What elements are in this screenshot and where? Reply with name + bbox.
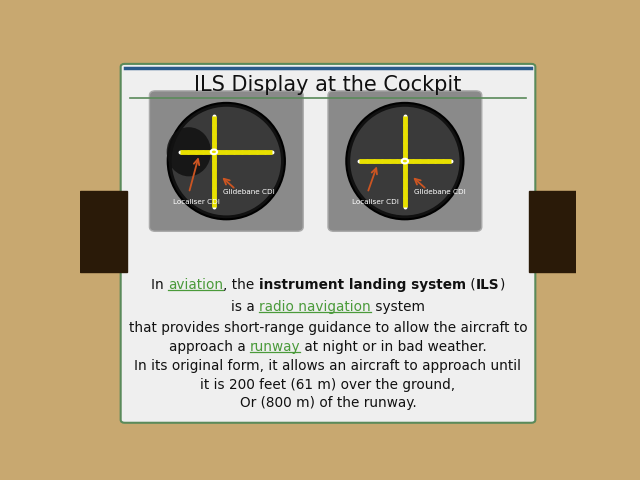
- Text: Or (800 m) of the runway.: Or (800 m) of the runway.: [239, 396, 417, 410]
- Text: In its original form, it allows an aircraft to approach until: In its original form, it allows an aircr…: [134, 359, 522, 373]
- Text: runway: runway: [250, 340, 301, 354]
- FancyBboxPatch shape: [150, 91, 303, 231]
- Ellipse shape: [172, 107, 281, 216]
- Text: In: In: [151, 278, 168, 292]
- Ellipse shape: [350, 107, 460, 216]
- Text: Glidebane CDI: Glidebane CDI: [414, 189, 466, 195]
- FancyBboxPatch shape: [328, 91, 482, 231]
- Ellipse shape: [346, 103, 463, 219]
- Text: ILS: ILS: [476, 278, 499, 292]
- Text: Localiser CDI: Localiser CDI: [352, 200, 399, 205]
- Ellipse shape: [168, 103, 285, 219]
- Text: ): ): [499, 278, 505, 292]
- Text: system: system: [371, 300, 425, 314]
- Bar: [80, 191, 127, 272]
- Text: radio navigation: radio navigation: [259, 300, 371, 314]
- Text: instrument landing system: instrument landing system: [259, 278, 466, 292]
- Text: (: (: [466, 278, 476, 292]
- FancyBboxPatch shape: [121, 64, 535, 423]
- Text: aviation: aviation: [168, 278, 223, 292]
- Text: , the: , the: [223, 278, 259, 292]
- Bar: [529, 191, 576, 272]
- Text: Localiser CDI: Localiser CDI: [173, 200, 220, 205]
- Text: ILS Display at the Cockpit: ILS Display at the Cockpit: [195, 75, 461, 96]
- Text: at night or in bad weather.: at night or in bad weather.: [301, 340, 487, 354]
- Text: approach a: approach a: [169, 340, 250, 354]
- Text: is a: is a: [231, 300, 259, 314]
- Text: Glidebane CDI: Glidebane CDI: [223, 189, 275, 195]
- Text: that provides short-range guidance to allow the aircraft to: that provides short-range guidance to al…: [129, 321, 527, 335]
- Text: it is 200 feet (61 m) over the ground,: it is 200 feet (61 m) over the ground,: [200, 378, 456, 392]
- Ellipse shape: [166, 127, 211, 176]
